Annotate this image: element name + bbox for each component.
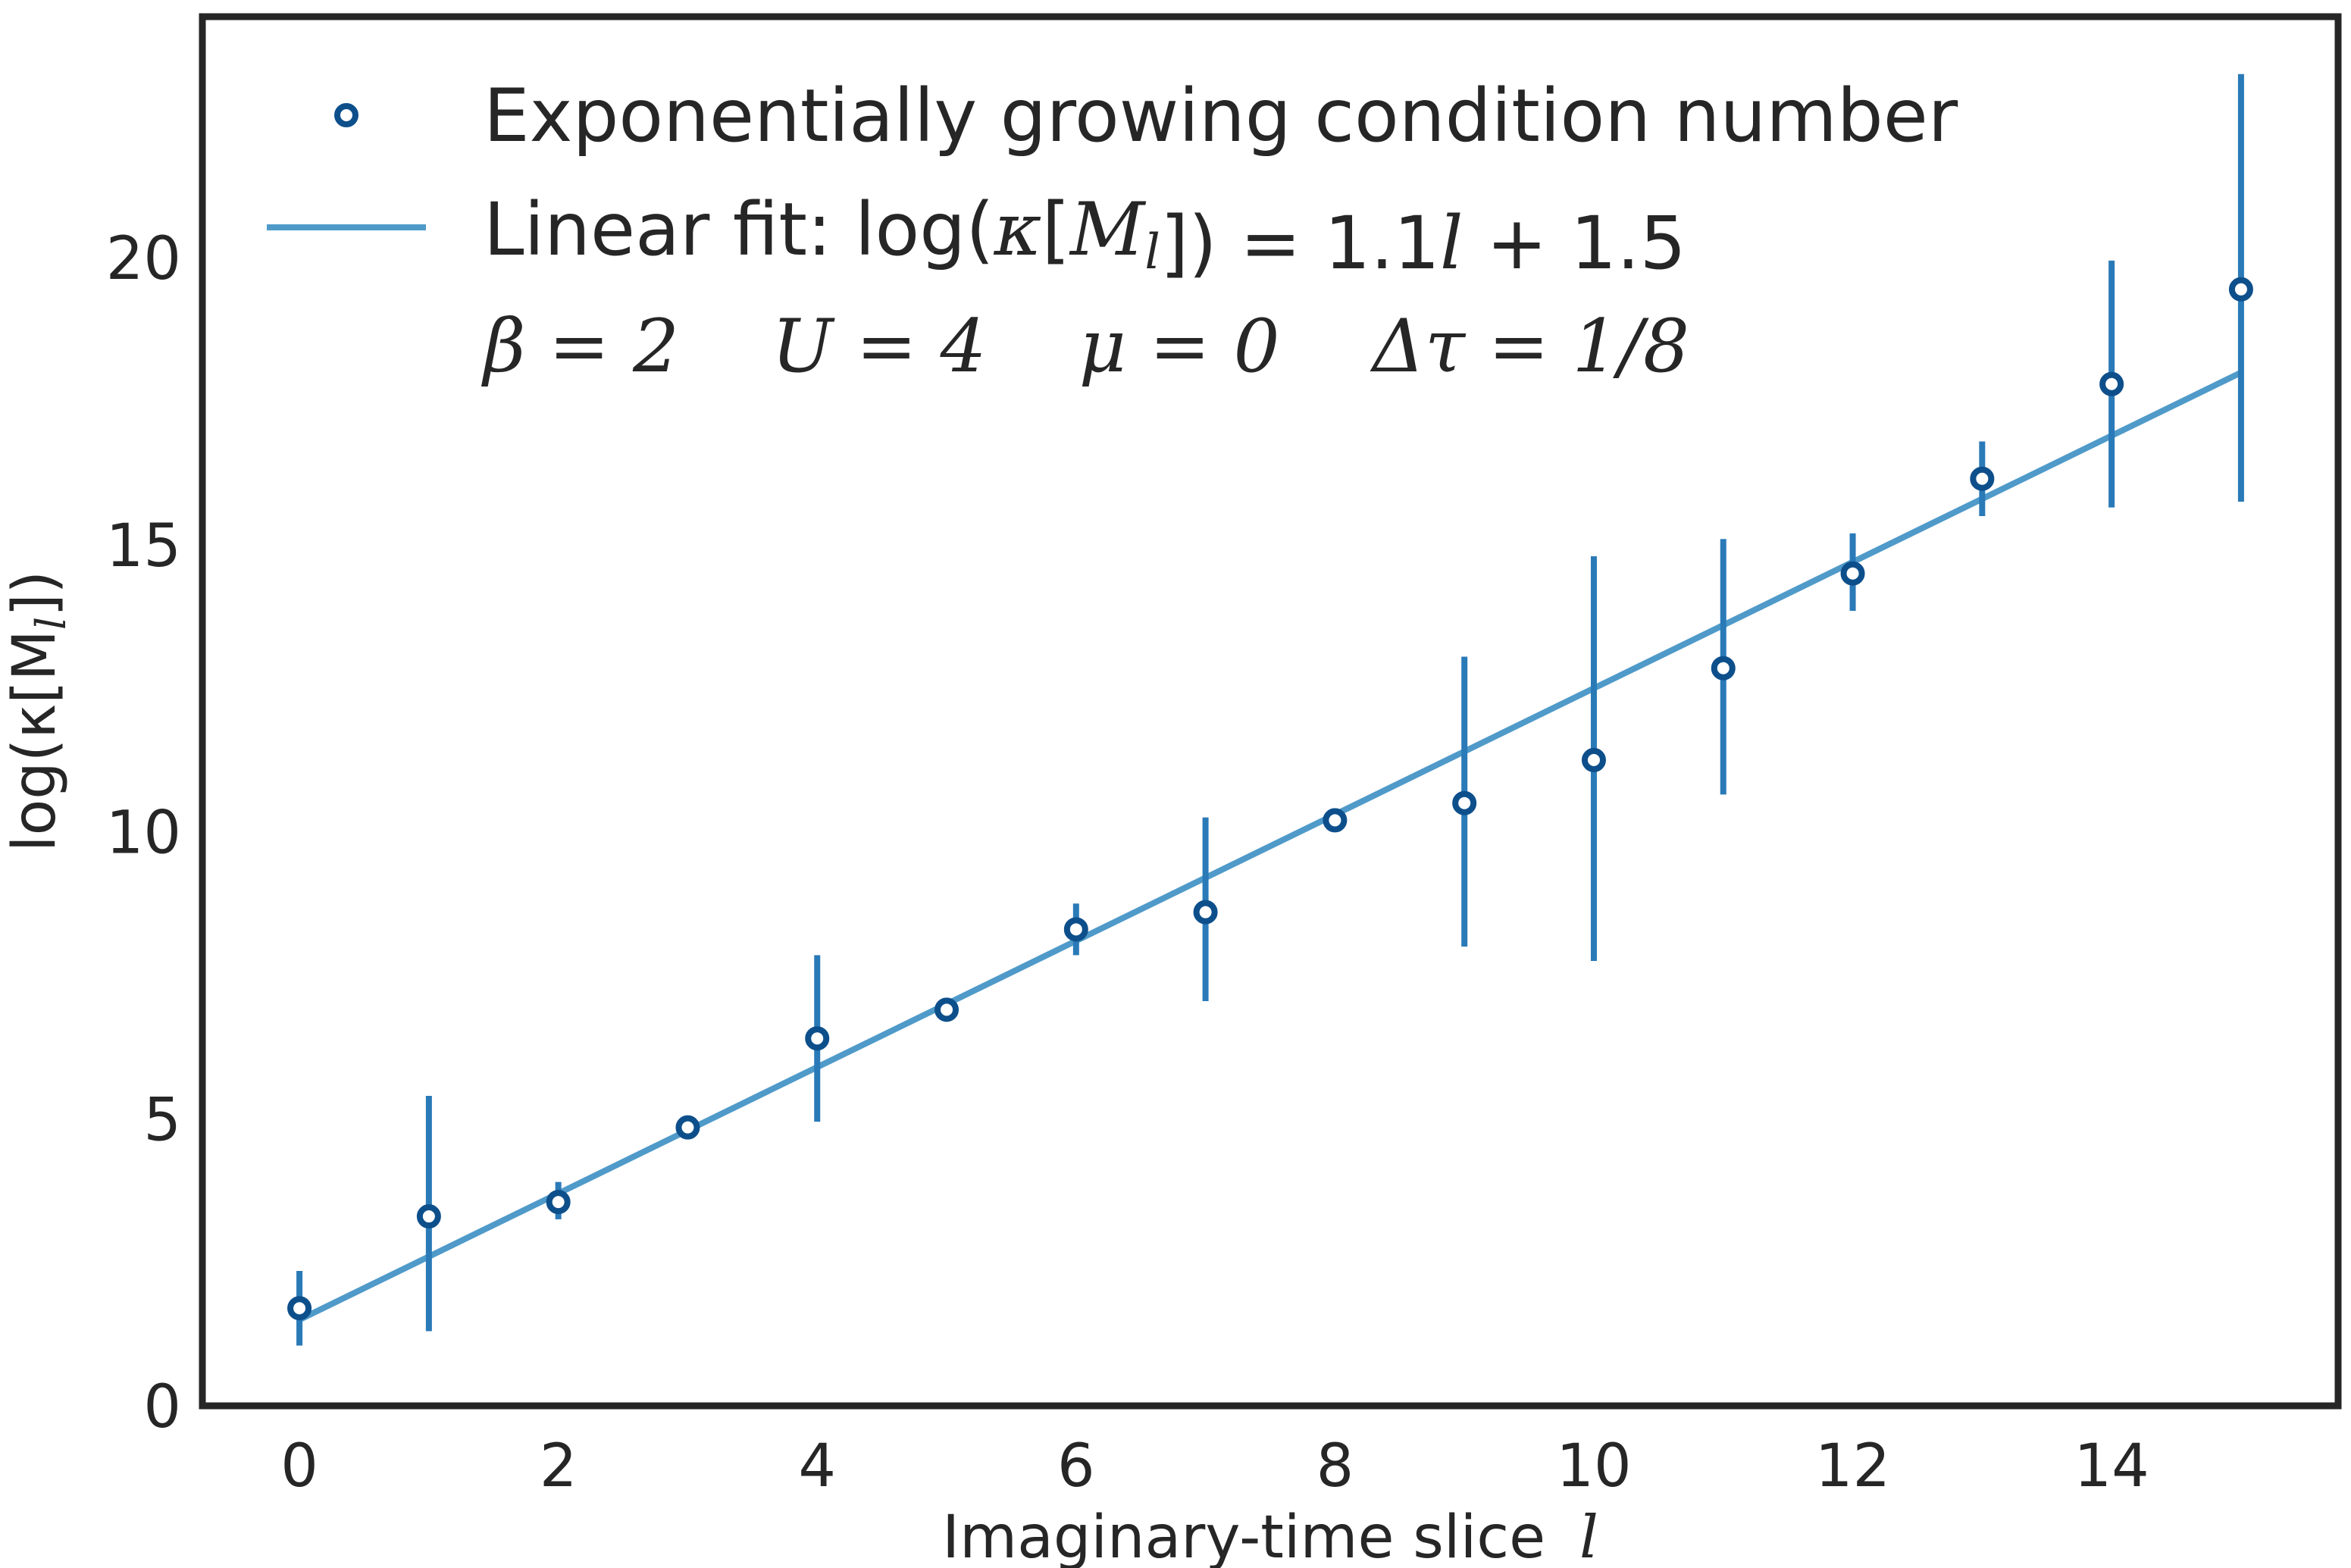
legend-fit-equation-part: + 1.5 <box>1464 201 1686 286</box>
legend-fit-equation-part: M <box>1069 187 1147 272</box>
y-tick-label: 10 <box>106 800 181 868</box>
x-tick-label: 14 <box>2074 1432 2149 1501</box>
data-point <box>1193 900 1218 925</box>
legend-fit-equation-part: log( <box>855 187 994 272</box>
data-point <box>805 1026 830 1051</box>
y-tick-labels: 0 5 10 15 20 <box>106 225 181 1441</box>
legend-fit-equation-part: [ <box>1042 187 1070 272</box>
y-tick-label: 5 <box>143 1086 181 1154</box>
legend-entry-fit-text: Linear fit: <box>484 187 855 272</box>
data-point <box>1323 808 1348 833</box>
x-tick-label: 12 <box>1815 1432 1890 1501</box>
y-axis-label-subscript: l <box>27 617 75 630</box>
y-tick-label: 0 <box>143 1373 181 1441</box>
x-axis-label-variable: l <box>1579 1504 1598 1568</box>
data-point <box>1452 790 1477 815</box>
x-tick-labels: 0 2 4 6 8 10 12 14 <box>280 1432 2149 1501</box>
data-point <box>1063 917 1088 942</box>
x-tick-label: 6 <box>1057 1432 1095 1501</box>
parameters-annotation: β = 2 U = 4 μ = 0 Δτ = 1/8 <box>481 304 1689 389</box>
data-point <box>2228 277 2253 302</box>
data-point <box>416 1204 441 1229</box>
y-tick-label: 20 <box>106 225 181 293</box>
data-point <box>1840 561 1865 586</box>
x-tick-label: 2 <box>540 1432 578 1501</box>
data-point <box>1970 466 1995 491</box>
legend-entry-fit-equation: log(κ[Ml]) = 1.1l + 1.5 <box>855 187 1686 286</box>
legend: Exponentially growing condition number L… <box>267 74 1958 389</box>
y-tick-label: 15 <box>106 512 181 581</box>
fit-line <box>298 370 2243 1322</box>
x-tick-label: 8 <box>1316 1432 1354 1501</box>
legend-fit-equation-part: l <box>1440 201 1464 286</box>
legend-marker-points <box>334 103 358 127</box>
x-tick-label: 10 <box>1556 1432 1631 1501</box>
legend-fit-equation-part: l <box>1144 224 1160 280</box>
x-tick-label: 4 <box>798 1432 836 1501</box>
data-point <box>1711 656 1736 681</box>
data-point <box>546 1190 571 1215</box>
point-layer <box>287 277 2253 1321</box>
data-point <box>287 1296 312 1321</box>
y-axis-label: log(κ[Ml]) <box>1 571 75 852</box>
x-tick-label: 0 <box>280 1432 318 1501</box>
legend-fit-equation-part: ]) = 1.1 <box>1160 201 1440 286</box>
data-point <box>1581 747 1606 772</box>
data-point <box>2099 371 2124 396</box>
data-point <box>675 1115 700 1140</box>
x-axis-label-text: Imaginary-time slice <box>942 1504 1545 1568</box>
x-axis-label: Imaginary-time slice l <box>942 1504 1598 1568</box>
legend-entry-fit: Linear fit: log(κ[Ml]) = 1.1l + 1.5 <box>484 187 1686 286</box>
y-axis-label-text: log(κ[M <box>1 630 69 852</box>
legend-entry-points: Exponentially growing condition number <box>484 74 1958 158</box>
fit-line-layer <box>298 370 2243 1322</box>
y-axis-label-end: ]) <box>1 571 69 617</box>
data-point <box>934 997 959 1022</box>
plot-frame <box>199 13 2342 1410</box>
legend-fit-equation-part: κ <box>994 187 1042 272</box>
